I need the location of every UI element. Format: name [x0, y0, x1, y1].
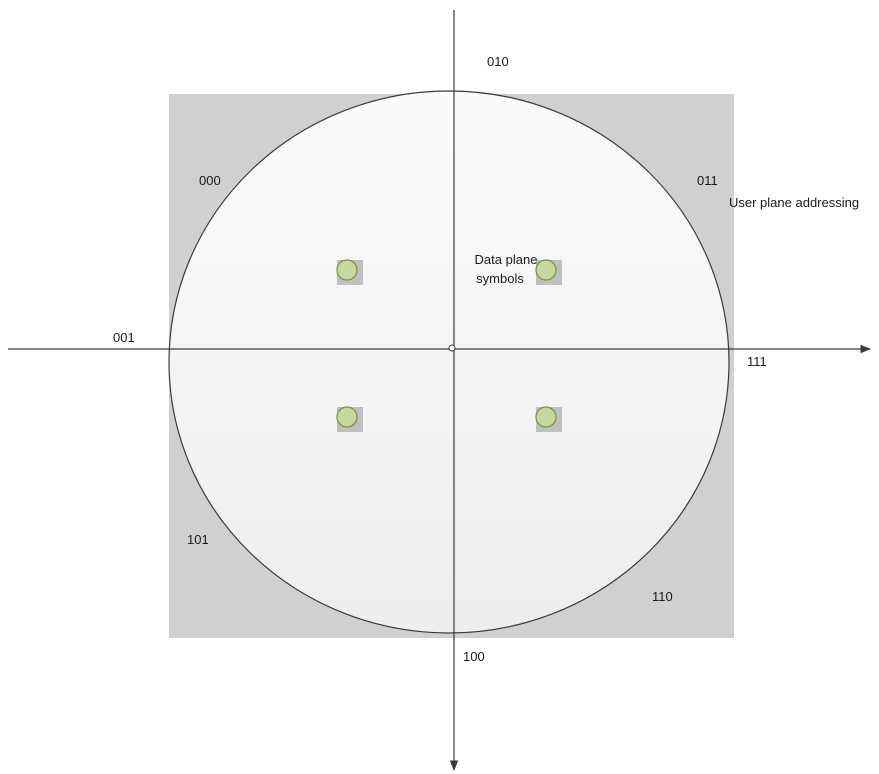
data-plane-circle [168, 90, 730, 634]
symbol-top-right [535, 259, 562, 285]
code-label-top-left: 000 [199, 173, 221, 188]
data-plane-label-line1: Data plane [475, 252, 538, 267]
code-label-bottom-right: 110 [652, 589, 673, 604]
data-plane-label-line2: symbols [476, 271, 524, 286]
symbol-bottom-left [336, 406, 363, 432]
code-label-top-right: 011 [697, 173, 718, 188]
user-plane-label: User plane addressing [729, 195, 859, 210]
code-label-left: 001 [113, 330, 135, 345]
code-label-right: 111 [747, 354, 767, 369]
code-label-top: 010 [487, 54, 509, 69]
symbol-top-left [336, 259, 363, 285]
code-label-bottom-left: 101 [187, 532, 209, 547]
code-label-bottom: 100 [463, 649, 485, 664]
origin-marker [448, 344, 456, 352]
symbol-bottom-right [535, 406, 562, 432]
